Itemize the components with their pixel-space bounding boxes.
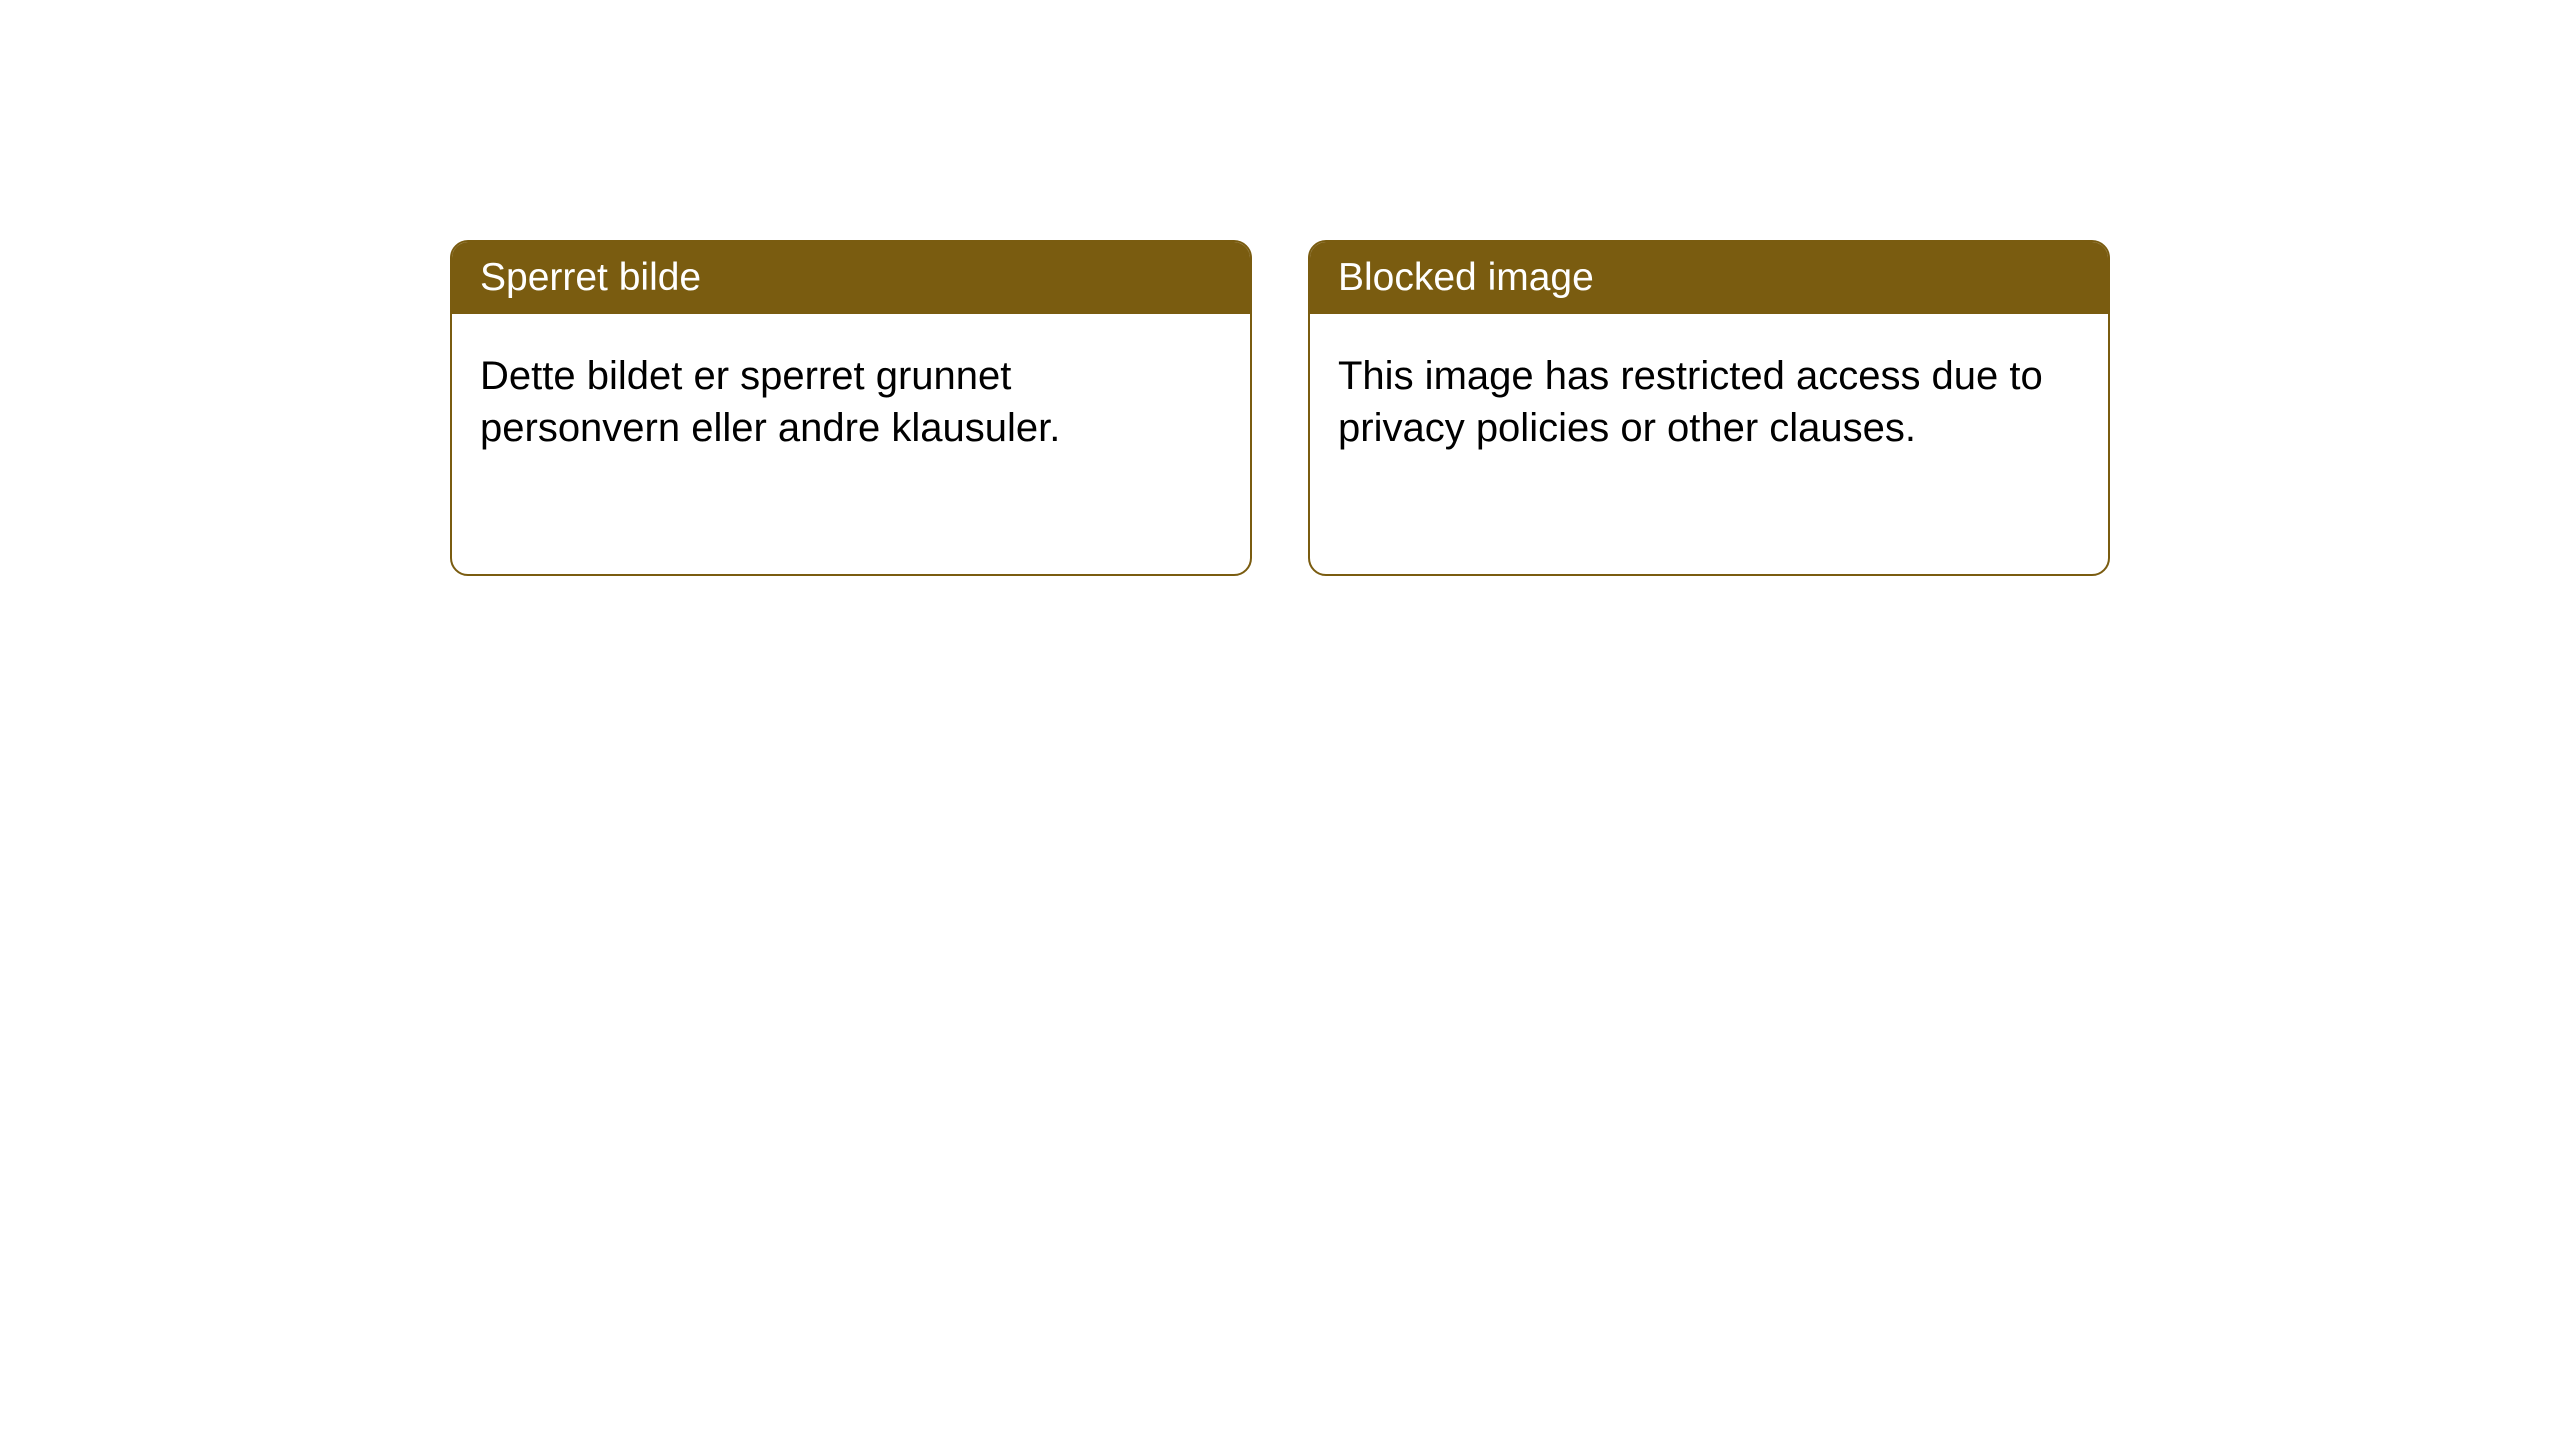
card-title: Blocked image: [1310, 242, 2108, 314]
notice-cards-container: Sperret bilde Dette bildet er sperret gr…: [0, 0, 2560, 576]
blocked-image-card-no: Sperret bilde Dette bildet er sperret gr…: [450, 240, 1252, 576]
blocked-image-card-en: Blocked image This image has restricted …: [1308, 240, 2110, 576]
card-body: This image has restricted access due to …: [1310, 314, 2108, 490]
card-body: Dette bildet er sperret grunnet personve…: [452, 314, 1250, 490]
card-title: Sperret bilde: [452, 242, 1250, 314]
